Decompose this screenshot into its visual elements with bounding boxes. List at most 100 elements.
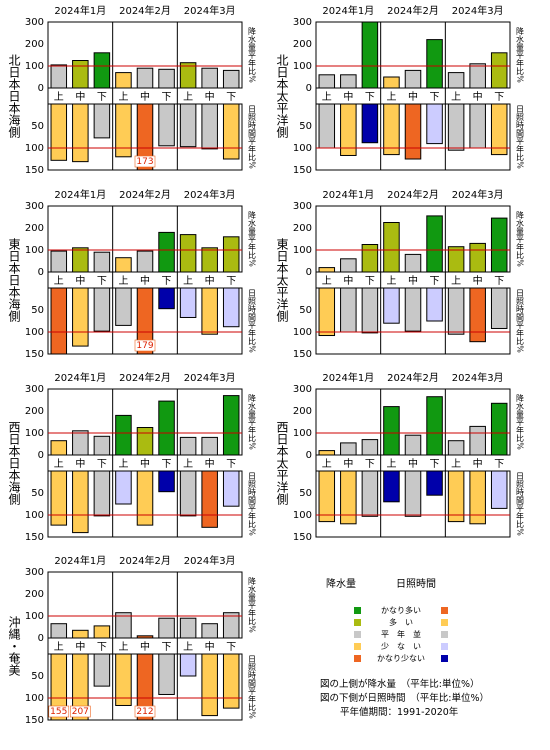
period-label: 下 (97, 459, 107, 470)
sun-bar (93, 470, 111, 517)
legend-sun-swatch (441, 630, 448, 638)
legend-precip-swatch (354, 618, 361, 626)
precip-tick-label: 200 (293, 39, 312, 50)
period-label: 中 (140, 90, 150, 103)
legend-sun-swatch (441, 618, 448, 626)
precip-bar (222, 236, 240, 273)
period-label: 中 (473, 274, 483, 287)
sun-bar (469, 103, 486, 149)
precip-tick-label: 300 (293, 384, 312, 395)
sun-bar (490, 470, 508, 509)
precip-tick-label: 200 (293, 406, 312, 417)
precip-bar (72, 247, 89, 273)
legend-note: 平年値期間：1991-2020年 (340, 707, 459, 718)
precip-bar (222, 395, 240, 456)
legend-notes: 図の上側が降水量 （平年比:単位%） 図の下側が日照時間 （平年比:単位%） 平年値… (320, 678, 530, 720)
period-label: 上 (386, 91, 396, 103)
period-label: 下 (162, 276, 172, 287)
region-label: 東日本太平洋側 (275, 238, 289, 322)
period-label: 下 (430, 276, 440, 287)
period-label: 上 (451, 275, 461, 287)
sun-value-label: 207 (72, 707, 89, 717)
sun-bar (201, 470, 218, 528)
region-label: 西日本日本海側 (7, 421, 21, 505)
period-label: 上 (183, 458, 193, 470)
sun-tick-label: 50 (31, 488, 44, 499)
sun-tick-label: 100 (25, 693, 44, 704)
sun-value-label-bg (134, 155, 156, 168)
precip-tick-label: 0 (306, 267, 312, 278)
precip-tick-label: 0 (306, 83, 312, 94)
sun-bar (115, 103, 132, 158)
period-label: 上 (322, 458, 332, 470)
precip-tick-label: 0 (38, 83, 44, 94)
period-label: 上 (118, 458, 128, 470)
month-label: 2024年2月 (119, 371, 171, 384)
sun-tick-label: 150 (25, 715, 44, 726)
period-label: 中 (408, 457, 418, 470)
precip-bar (179, 62, 197, 89)
sun-bar (115, 470, 132, 505)
sun-axis-title: 日照時間平年比% (248, 655, 257, 719)
sun-tick-label: 150 (293, 532, 312, 543)
period-label: 下 (162, 459, 172, 470)
period-label: 上 (183, 641, 193, 653)
precip-bar (158, 231, 175, 273)
period-label: 上 (322, 91, 332, 103)
precip-bar (179, 234, 197, 273)
sun-bar (383, 103, 400, 156)
legend-category-label: 平 年 並 (381, 629, 421, 639)
chart-panel: 2024年1月 2024年2月 2024年3月 0 100 200 300 50 100 150 上… (7, 4, 257, 176)
sun-bar (158, 103, 175, 147)
sun-bar (201, 653, 218, 717)
sun-bar (136, 287, 154, 355)
sun-tick-label: 100 (25, 143, 44, 154)
precip-bar (447, 246, 465, 273)
period-label: 中 (473, 90, 483, 103)
sun-bar (469, 287, 486, 343)
sun-bar (50, 470, 68, 526)
month-label: 2024年1月 (54, 371, 106, 384)
precip-bar (72, 629, 89, 639)
month-label: 2024年1月 (54, 554, 106, 567)
period-label: 中 (408, 90, 418, 103)
precip-bar (340, 74, 357, 89)
period-label: 下 (494, 92, 504, 103)
sun-bar (426, 470, 443, 496)
sun-bar (136, 653, 154, 721)
precip-bar (50, 623, 68, 639)
period-label: 中 (408, 274, 418, 287)
precip-bar (72, 430, 89, 456)
period-label: 下 (162, 642, 172, 653)
precip-tick-label: 100 (25, 61, 44, 72)
sun-bar (179, 653, 197, 677)
precip-bar (93, 52, 111, 89)
precip-bar (93, 251, 111, 273)
precip-bar (115, 257, 132, 273)
precip-bar (490, 402, 508, 456)
precip-tick-label: 0 (38, 450, 44, 461)
sun-axis-title: 日照時間平年比% (516, 105, 525, 169)
precip-tick-label: 300 (25, 567, 44, 578)
sun-bar (50, 103, 68, 161)
month-label: 2024年2月 (119, 188, 171, 201)
precip-bar (361, 21, 379, 89)
period-label: 下 (226, 642, 236, 653)
period-label: 中 (343, 457, 353, 470)
precip-tick-label: 200 (25, 589, 44, 600)
sun-bar (93, 287, 111, 332)
precip-bar (93, 435, 111, 456)
period-label: 上 (183, 91, 193, 103)
sun-bar (361, 103, 379, 144)
month-label: 2024年3月 (184, 371, 236, 384)
period-label: 下 (97, 642, 107, 653)
sun-axis-title: 日照時間平年比% (248, 472, 257, 536)
sun-bar (115, 653, 132, 706)
period-label: 下 (162, 92, 172, 103)
sun-bar (426, 103, 443, 145)
month-label: 2024年3月 (452, 188, 504, 201)
legend: 降水量 日照時間 かなり多い多 い平 年 並少 な いかなり少ない 図の上側が降水量 … (320, 575, 530, 720)
precip-bar (404, 69, 422, 89)
